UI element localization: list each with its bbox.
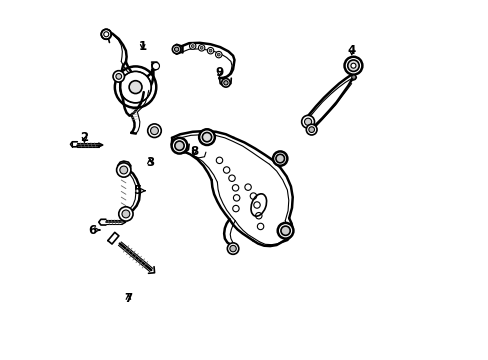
Circle shape — [209, 49, 212, 52]
Circle shape — [350, 63, 355, 68]
Circle shape — [304, 118, 311, 125]
Circle shape — [229, 246, 236, 252]
Circle shape — [119, 207, 133, 221]
Text: 8: 8 — [190, 145, 198, 158]
Circle shape — [129, 81, 142, 94]
Circle shape — [215, 51, 222, 58]
Circle shape — [275, 154, 284, 163]
Circle shape — [120, 166, 127, 174]
Circle shape — [207, 48, 213, 54]
Circle shape — [101, 29, 111, 39]
Circle shape — [224, 81, 227, 85]
Circle shape — [191, 45, 194, 48]
Circle shape — [301, 115, 314, 128]
Circle shape — [150, 127, 158, 135]
Circle shape — [305, 124, 316, 135]
Circle shape — [113, 71, 124, 82]
Circle shape — [351, 75, 355, 79]
Circle shape — [281, 226, 290, 235]
Text: 4: 4 — [347, 44, 355, 57]
Circle shape — [308, 127, 314, 132]
Text: 5: 5 — [133, 184, 144, 197]
Circle shape — [199, 129, 214, 145]
Circle shape — [202, 132, 211, 142]
Circle shape — [217, 53, 220, 56]
Circle shape — [344, 57, 362, 75]
Circle shape — [200, 46, 203, 49]
Circle shape — [171, 138, 187, 154]
Text: 2: 2 — [80, 131, 88, 144]
Circle shape — [172, 45, 181, 54]
Circle shape — [347, 60, 358, 71]
Circle shape — [175, 141, 184, 150]
Circle shape — [122, 210, 130, 218]
Circle shape — [189, 43, 196, 49]
Circle shape — [221, 78, 230, 87]
Circle shape — [272, 152, 287, 166]
Text: 7: 7 — [124, 292, 132, 305]
Circle shape — [116, 163, 131, 177]
Text: 9: 9 — [215, 66, 223, 79]
Circle shape — [120, 71, 151, 103]
Text: 1: 1 — [138, 40, 146, 53]
Text: 6: 6 — [88, 224, 100, 237]
Circle shape — [174, 47, 179, 51]
Circle shape — [147, 124, 161, 138]
Text: 3: 3 — [145, 156, 154, 169]
Circle shape — [152, 63, 159, 69]
Circle shape — [277, 223, 293, 239]
Circle shape — [227, 243, 238, 254]
Circle shape — [198, 45, 204, 51]
Circle shape — [116, 73, 122, 79]
